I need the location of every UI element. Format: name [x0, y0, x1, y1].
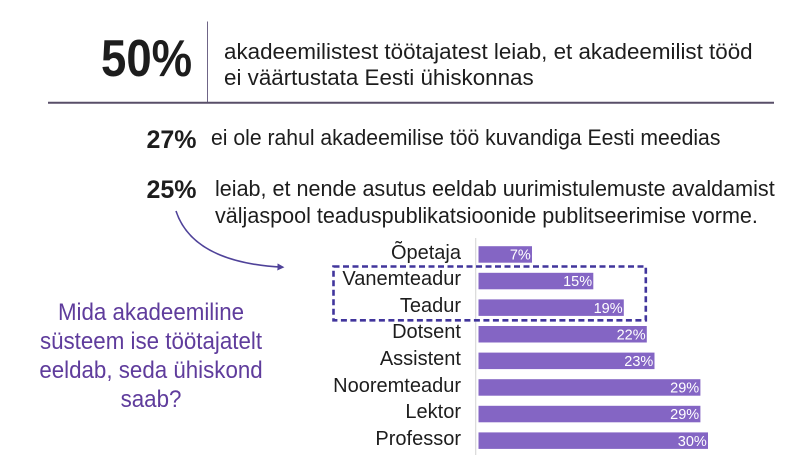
svg-text:29%: 29%	[670, 407, 699, 423]
svg-text:23%: 23%	[624, 354, 653, 370]
svg-text:29%: 29%	[670, 381, 699, 397]
svg-text:7%: 7%	[510, 248, 531, 264]
svg-text:30%: 30%	[678, 434, 707, 450]
svg-text:15%: 15%	[563, 274, 592, 290]
svg-text:22%: 22%	[617, 327, 646, 343]
svg-text:19%: 19%	[594, 301, 623, 317]
